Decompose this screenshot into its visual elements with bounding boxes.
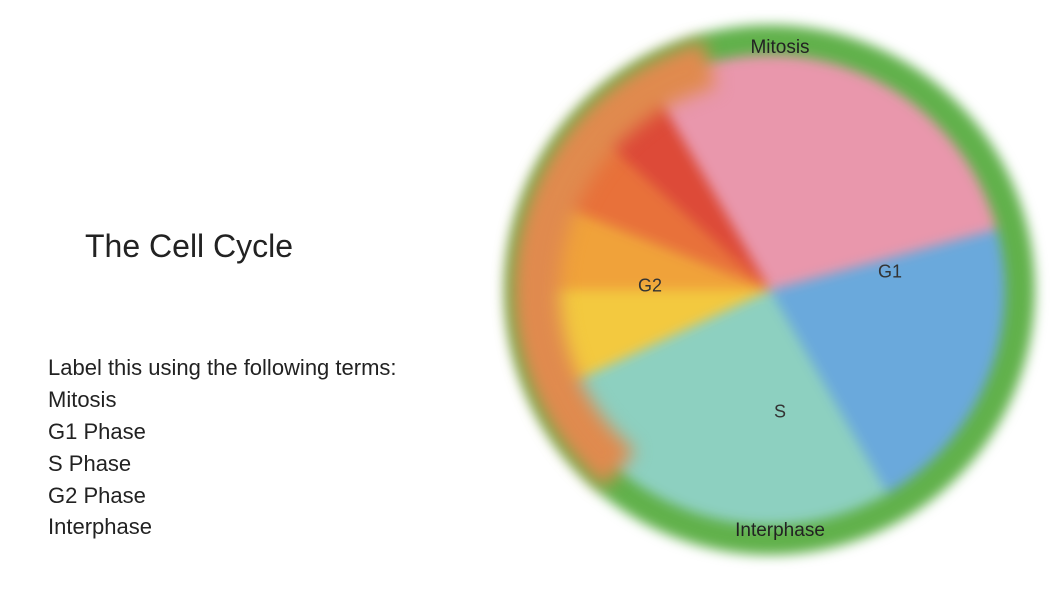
label-interphase: Interphase bbox=[735, 520, 825, 542]
instructions-block: Label this using the following terms: Mi… bbox=[48, 352, 397, 543]
instructions-header: Label this using the following terms: bbox=[48, 352, 397, 384]
cell-cycle-diagram: Mitosis G1 S G2 Interphase bbox=[480, 0, 1060, 597]
term-g2: G2 Phase bbox=[48, 480, 397, 512]
term-s: S Phase bbox=[48, 448, 397, 480]
term-g1: G1 Phase bbox=[48, 416, 397, 448]
term-interphase: Interphase bbox=[48, 511, 397, 543]
label-s: S bbox=[774, 402, 786, 423]
label-g1: G1 bbox=[878, 262, 902, 283]
term-mitosis: Mitosis bbox=[48, 384, 397, 416]
label-g2: G2 bbox=[638, 276, 662, 297]
label-mitosis: Mitosis bbox=[750, 37, 809, 59]
page-title: The Cell Cycle bbox=[85, 228, 293, 265]
pie-svg bbox=[480, 0, 1060, 597]
page-root: The Cell Cycle Label this using the foll… bbox=[0, 0, 1062, 597]
